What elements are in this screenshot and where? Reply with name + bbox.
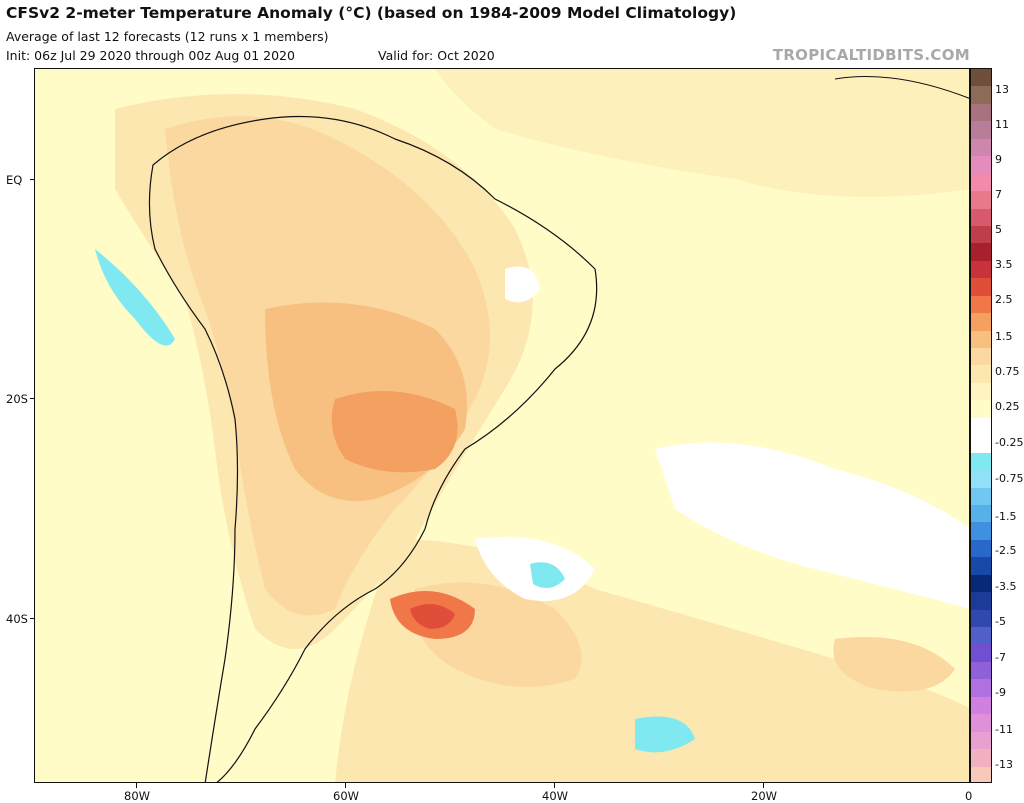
anomaly-map — [34, 68, 970, 783]
colorbar-label: -11 — [995, 723, 1013, 736]
colorbar-segment — [971, 191, 991, 209]
colorbar-segment — [971, 313, 991, 331]
colorbar-label: -2.5 — [995, 544, 1017, 557]
colorbar-segment — [971, 644, 991, 662]
colorbar-segment — [971, 627, 991, 645]
colorbar-segment — [971, 243, 991, 261]
colorbar-label: 9 — [995, 153, 1002, 166]
lat-tick — [30, 179, 35, 180]
colorbar-segment — [971, 504, 991, 523]
colorbar-label: -7 — [995, 651, 1006, 664]
colorbar-segment — [971, 557, 991, 575]
colorbar-segment — [971, 539, 991, 558]
colorbar-segment — [971, 138, 991, 157]
lat-tick — [30, 398, 35, 399]
colorbar-label: 2.5 — [995, 293, 1013, 306]
colorbar-segment — [971, 661, 991, 680]
colorbar-segment — [971, 382, 991, 401]
colorbar-segment — [971, 208, 991, 226]
colorbar-label: -9 — [995, 686, 1006, 699]
colorbar-segment — [971, 609, 991, 627]
brand-watermark: TROPICALTIDBITS.COM — [772, 46, 970, 64]
lon-tick — [763, 783, 764, 788]
lon-label-40w: 40W — [542, 789, 569, 803]
colorbar-segment — [971, 487, 991, 505]
colorbar-segment — [971, 435, 991, 453]
colorbar-label: 0.75 — [995, 365, 1020, 378]
lat-label-eq: EQ — [6, 173, 23, 187]
colorbar-segment — [971, 69, 991, 87]
colorbar-segment — [971, 278, 991, 296]
colorbar-label: -1.5 — [995, 510, 1017, 523]
colorbar-segment — [971, 260, 991, 279]
lon-label-60w: 60W — [333, 789, 360, 803]
lat-label-40s: 40S — [6, 612, 28, 626]
colorbar-label: -0.25 — [995, 436, 1024, 449]
colorbar-label: -13 — [995, 758, 1013, 771]
lon-label-20w: 20W — [751, 789, 778, 803]
colorbar-segment — [971, 696, 991, 715]
colorbar-segment — [971, 766, 991, 782]
colorbar-segment — [971, 749, 991, 767]
colorbar-segment — [971, 574, 991, 593]
chart-title: CFSv2 2-meter Temperature Anomaly (°C) (… — [6, 4, 737, 22]
colorbar-label: -5 — [995, 615, 1006, 628]
colorbar-segment — [971, 121, 991, 139]
colorbar-segment — [971, 225, 991, 244]
colorbar-segment — [971, 365, 991, 383]
colorbar-label: 13 — [995, 83, 1009, 96]
colorbar-label: 1.5 — [995, 330, 1013, 343]
colorbar-segment — [971, 173, 991, 192]
colorbar-segment — [971, 470, 991, 488]
lon-tick — [554, 783, 555, 788]
colorbar-segment — [971, 156, 991, 174]
colorbar — [970, 68, 992, 783]
colorbar-label: -3.5 — [995, 580, 1017, 593]
colorbar-segment — [971, 400, 991, 418]
colorbar-segment — [971, 731, 991, 750]
lat-tick — [30, 618, 35, 619]
colorbar-segment — [971, 452, 991, 471]
colorbar-label: -0.75 — [995, 472, 1024, 485]
colorbar-label: 5 — [995, 223, 1002, 236]
colorbar-segment — [971, 86, 991, 104]
colorbar-segment — [971, 714, 991, 732]
lon-tick — [136, 783, 137, 788]
colorbar-label: 11 — [995, 118, 1009, 131]
colorbar-segment — [971, 417, 991, 436]
anomaly-field — [35, 69, 969, 782]
colorbar-label: 7 — [995, 188, 1002, 201]
colorbar-segment — [971, 679, 991, 697]
colorbar-segment — [971, 295, 991, 314]
lon-label-80w: 80W — [124, 789, 151, 803]
chart-subtitle: Average of last 12 forecasts (12 runs x … — [6, 29, 329, 44]
colorbar-segment — [971, 348, 991, 366]
valid-time: Valid for: Oct 2020 — [378, 48, 495, 63]
colorbar-segment — [971, 103, 991, 122]
lon-tick — [345, 783, 346, 788]
colorbar-label: 3.5 — [995, 258, 1013, 271]
init-time: Init: 06z Jul 29 2020 through 00z Aug 01… — [6, 48, 295, 63]
lat-label-20s: 20S — [6, 392, 28, 406]
lon-label-0: 0 — [965, 789, 973, 803]
colorbar-segment — [971, 522, 991, 540]
colorbar-label: 0.25 — [995, 400, 1020, 413]
colorbar-segment — [971, 592, 991, 610]
colorbar-segment — [971, 330, 991, 348]
